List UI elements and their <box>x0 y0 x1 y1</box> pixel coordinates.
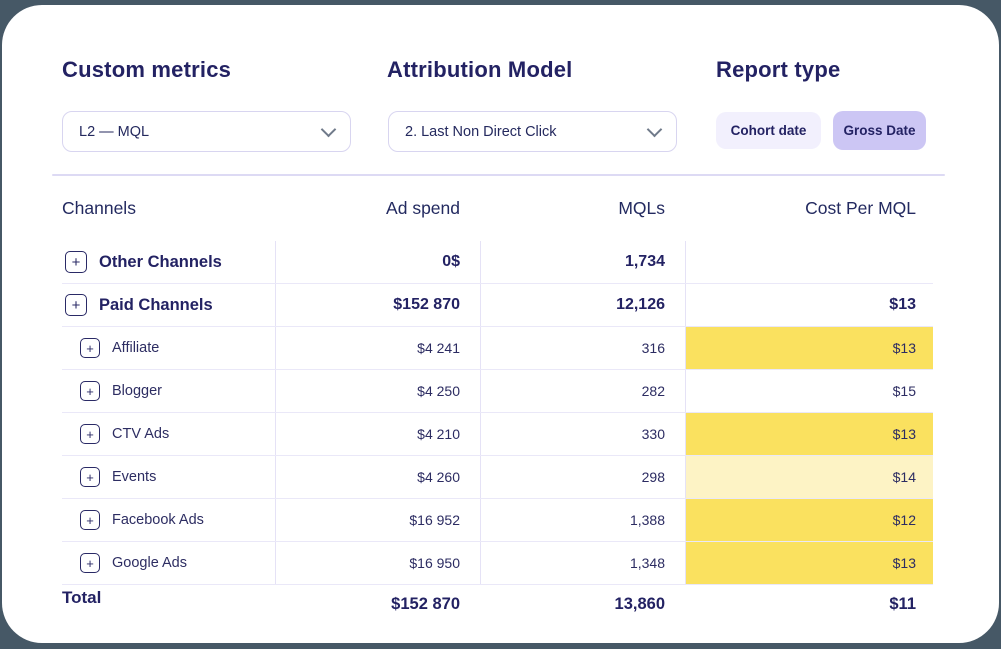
cost-per-mql-value: $13 <box>685 542 933 584</box>
mqls-value: 298 <box>480 456 685 498</box>
column-header-ad-spend: Ad spend <box>386 197 460 218</box>
table-row: + Blogger $4 250 282 $15 <box>62 370 933 413</box>
channel-name: Other Channels <box>99 252 222 271</box>
attribution-model-label: Attribution Model <box>387 57 573 82</box>
expand-plus-icon[interactable]: + <box>80 424 100 444</box>
table-row: + Paid Channels $152 870 12,126 $13 <box>62 284 933 327</box>
mqls-value: 1,734 <box>480 241 685 283</box>
cost-per-mql-value: $15 <box>685 370 933 412</box>
ad-spend-value: $152 870 <box>275 284 480 326</box>
ad-spend-value: $4 250 <box>275 370 480 412</box>
total-row: Total $152 870 13,860 $11 <box>62 579 933 629</box>
channel-name: Google Ads <box>112 555 187 571</box>
mqls-value: 330 <box>480 413 685 455</box>
mqls-value: 282 <box>480 370 685 412</box>
report-type-label: Report type <box>716 57 841 82</box>
report-type-cohort-date-button[interactable]: Cohort date <box>716 112 821 149</box>
column-header-cost-per-mql: Cost Per MQL <box>805 197 916 218</box>
expand-plus-icon[interactable]: + <box>65 294 87 316</box>
cost-per-mql-value: $12 <box>685 499 933 541</box>
table-row: + Google Ads $16 950 1,348 $13 <box>62 542 933 585</box>
mqls-value: 316 <box>480 327 685 369</box>
ad-spend-value: $16 950 <box>275 542 480 584</box>
cost-per-mql-value: $13 <box>685 327 933 369</box>
custom-metrics-label: Custom metrics <box>62 57 232 82</box>
table-body: + Other Channels 0$ 1,734 + Paid Channel… <box>62 241 933 585</box>
custom-metrics-dropdown[interactable]: L2 — MQL <box>62 111 351 152</box>
channel-name: Affiliate <box>112 340 160 356</box>
expand-plus-icon[interactable]: + <box>80 510 100 530</box>
total-ad-spend: $152 870 <box>391 594 460 613</box>
table-row: + Affiliate $4 241 316 $13 <box>62 327 933 370</box>
cost-per-mql-value: $13 <box>685 284 933 326</box>
ad-spend-value: $16 952 <box>275 499 480 541</box>
chevron-down-icon <box>320 121 337 138</box>
ad-spend-value: $4 241 <box>275 327 480 369</box>
chevron-down-icon <box>646 121 663 138</box>
custom-metrics-value: L2 — MQL <box>79 123 150 140</box>
header-divider <box>52 174 945 176</box>
column-header-mqls: MQLs <box>618 197 665 218</box>
channel-name: CTV Ads <box>112 426 170 442</box>
ad-spend-value: $4 210 <box>275 413 480 455</box>
cost-per-mql-value: $14 <box>685 456 933 498</box>
mqls-value: 12,126 <box>480 284 685 326</box>
attribution-model-value: 2. Last Non Direct Click <box>405 123 557 140</box>
channel-name: Paid Channels <box>99 295 213 314</box>
column-header-channels: Channels <box>62 197 136 218</box>
table-row: + Other Channels 0$ 1,734 <box>62 241 933 284</box>
ad-spend-value: $4 260 <box>275 456 480 498</box>
report-type-gross-date-button[interactable]: Gross Date <box>833 111 926 150</box>
expand-plus-icon[interactable]: + <box>80 381 100 401</box>
table-row: + Events $4 260 298 $14 <box>62 456 933 499</box>
channel-name: Facebook Ads <box>112 512 204 528</box>
table-row: + Facebook Ads $16 952 1,388 $12 <box>62 499 933 542</box>
table-row: + CTV Ads $4 210 330 $13 <box>62 413 933 456</box>
mqls-value: 1,388 <box>480 499 685 541</box>
cost-per-mql-value <box>685 241 933 283</box>
attribution-model-dropdown[interactable]: 2. Last Non Direct Click <box>388 111 677 152</box>
expand-plus-icon[interactable]: + <box>80 467 100 487</box>
total-cost-per-mql: $11 <box>889 594 916 613</box>
channel-name: Blogger <box>112 383 162 399</box>
mqls-value: 1,348 <box>480 542 685 584</box>
report-card: Custom metrics L2 — MQL Attribution Mode… <box>2 5 999 643</box>
expand-plus-icon[interactable]: + <box>65 251 87 273</box>
ad-spend-value: 0$ <box>275 241 480 283</box>
expand-plus-icon[interactable]: + <box>80 338 100 358</box>
cost-per-mql-value: $13 <box>685 413 933 455</box>
table-header-row: Channels Ad spend MQLs Cost Per MQL <box>62 175 933 241</box>
total-label: Total <box>62 588 102 607</box>
channel-name: Events <box>112 469 157 485</box>
expand-plus-icon[interactable]: + <box>80 553 100 573</box>
total-mqls: 13,860 <box>614 594 665 613</box>
